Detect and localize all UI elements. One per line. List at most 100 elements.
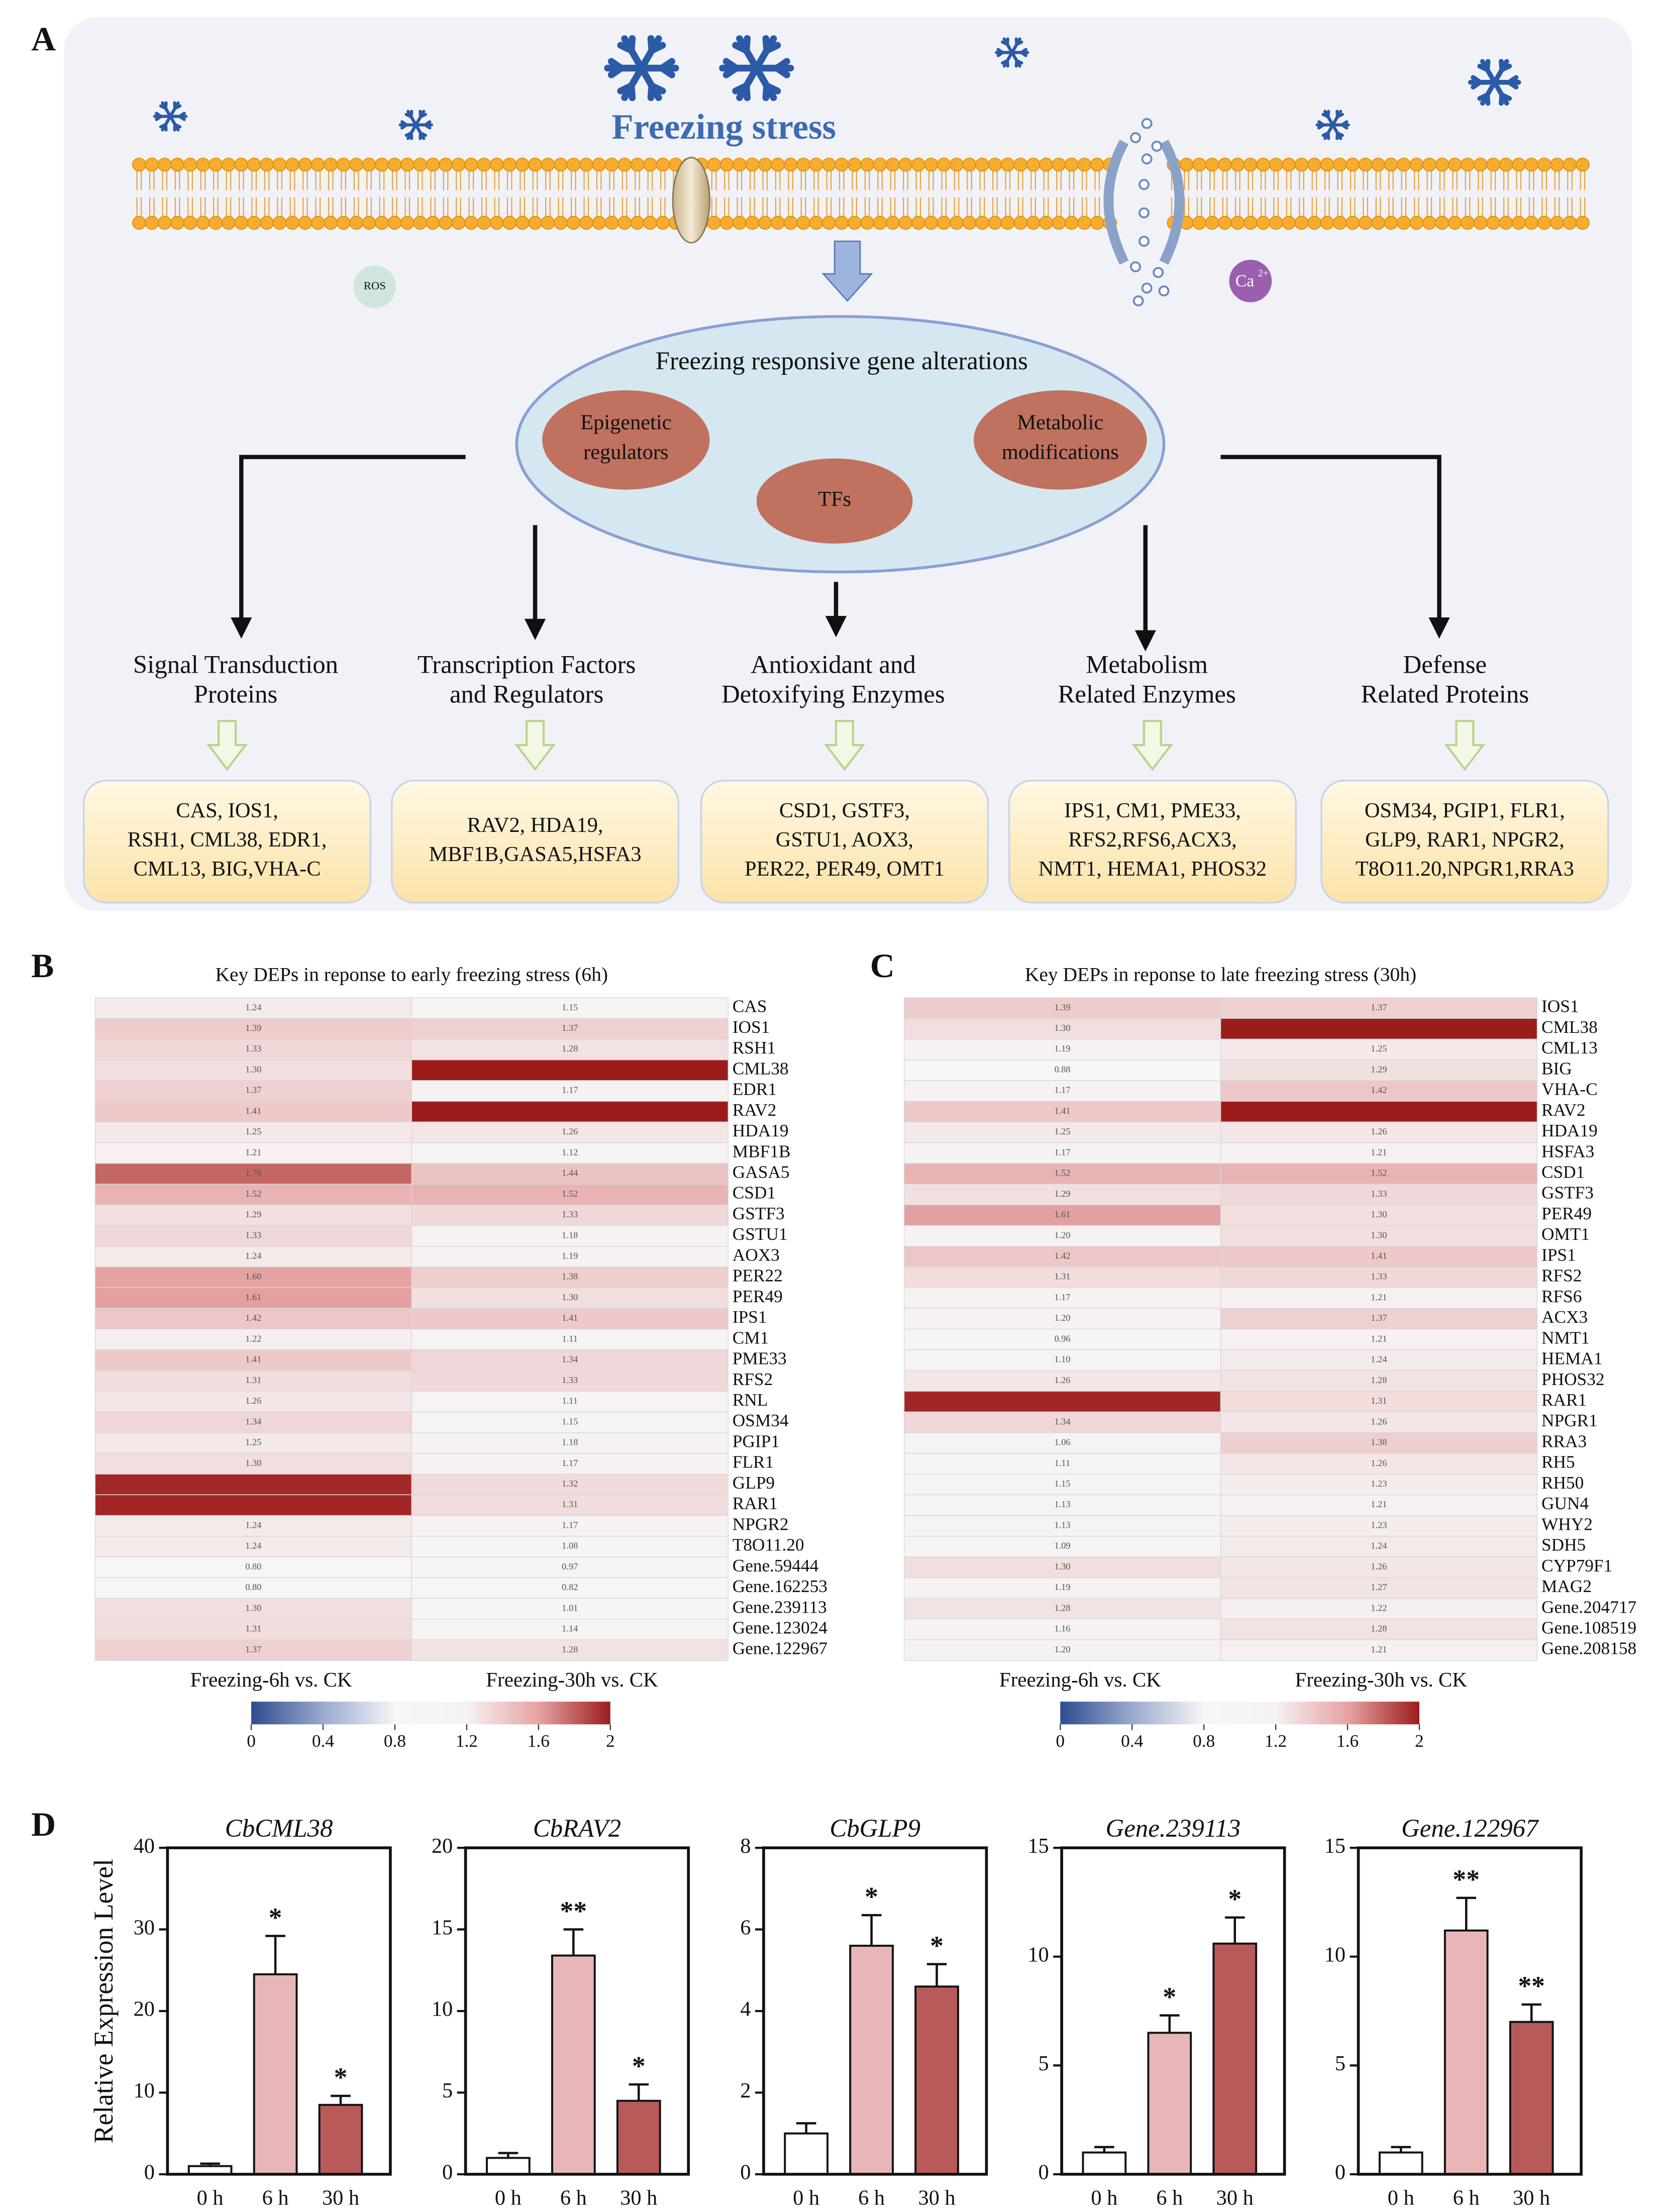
heatmap-cell	[411, 1163, 729, 1185]
gene-list-line: RSH1, CML38, EDR1,	[128, 828, 327, 852]
lipid-head	[1077, 157, 1092, 172]
row-label: Gene.108519	[1541, 1618, 1636, 1637]
lipid-head	[1550, 157, 1564, 172]
snowflake-branch	[419, 113, 427, 119]
cell-label: 1.24	[245, 1002, 261, 1012]
lipid-head	[1269, 157, 1283, 172]
cell-label: 1.29	[1054, 1189, 1070, 1199]
heatmap-cell	[903, 1556, 1221, 1578]
heatmap-cell	[94, 1556, 412, 1578]
heatmap-cell	[411, 1619, 729, 1640]
lipid-head	[1052, 157, 1066, 172]
heatmap-cell	[1220, 1536, 1538, 1557]
lipid-head	[387, 157, 402, 172]
gene-box	[391, 780, 680, 904]
heatmap-cell	[411, 1432, 729, 1454]
lipid-head	[566, 216, 581, 230]
membrane	[132, 157, 1590, 230]
lipid-head	[809, 157, 823, 172]
heatmap-cell	[1220, 1225, 1538, 1247]
cell-label: 1.28	[1371, 1624, 1387, 1634]
colorbar-tick-label: 0	[1056, 1731, 1065, 1751]
gene-box	[700, 780, 989, 904]
cell-label: 1.31	[245, 1624, 261, 1634]
cell-label: 1.41	[562, 1313, 578, 1323]
row-label: HDA19	[733, 1121, 789, 1140]
lipid-head	[886, 216, 900, 230]
heatmap-cell	[94, 1391, 412, 1413]
cell-label: 1.31	[245, 1375, 261, 1385]
colorbar-tick-label: 0.4	[312, 1731, 334, 1751]
colorbar-tick-label: 1.2	[1265, 1731, 1287, 1751]
lipid-head	[1563, 157, 1577, 172]
cell-label: 1.20	[1054, 1313, 1070, 1323]
gene-list-line: CAS, IOS1,	[176, 799, 278, 822]
lipid-head	[719, 157, 734, 172]
lipid-head	[604, 157, 619, 172]
lipid-head	[247, 157, 261, 172]
colorbar-tick-label: 0	[247, 1731, 256, 1751]
cell-label: 1.41	[245, 1354, 261, 1364]
lipid-head	[1447, 157, 1462, 172]
colorbar	[251, 1702, 610, 1725]
snowflake-branch	[1485, 59, 1491, 72]
snowflake-branch	[722, 58, 740, 72]
heatmap-cell	[411, 1204, 729, 1226]
lipid-head	[387, 216, 402, 230]
lipid-head	[1435, 216, 1450, 230]
lipid-head	[170, 216, 185, 230]
lipid-head	[1447, 216, 1462, 230]
snowflake-branch	[1317, 120, 1325, 127]
heatmap-cell	[411, 1184, 729, 1205]
cell-label: 1.31	[1054, 1272, 1070, 1282]
category-title: and Regulators	[450, 680, 603, 708]
cell-label: 1.24	[245, 1251, 261, 1261]
gene-box	[1320, 780, 1609, 904]
cell-label: 1.15	[562, 1416, 578, 1426]
lipid-head	[541, 216, 555, 230]
row-label: HDA19	[1541, 1121, 1598, 1140]
category-title: Metabolism	[1086, 650, 1208, 678]
lipid-head	[592, 157, 606, 172]
lipid-head	[783, 157, 798, 172]
heatmap-cell	[903, 1308, 1221, 1330]
lipid-head	[1486, 157, 1500, 172]
row-label: Gene.208158	[1541, 1639, 1636, 1658]
cell-label: 1.11	[562, 1396, 578, 1406]
lipid-head	[400, 216, 415, 230]
y-tick-label: 15	[432, 1916, 453, 1939]
lipid-head	[1192, 216, 1206, 230]
lipid-head	[873, 157, 887, 172]
lipid-head	[1282, 216, 1296, 230]
cell-label: 1.34	[245, 1416, 261, 1426]
lipid-head	[272, 216, 287, 230]
colorbar-tick-label: 0.8	[384, 1731, 406, 1751]
lipid-head	[1052, 216, 1066, 230]
cell-label: 1.25	[245, 1437, 261, 1447]
row-label: ACX3	[1541, 1307, 1588, 1327]
lipid-head	[1550, 216, 1564, 230]
cell-label: 1.30	[562, 1292, 578, 1302]
heatmap-cell	[94, 1204, 412, 1226]
snowflake-branch	[404, 131, 413, 137]
membrane-protein	[672, 157, 710, 244]
snowflake	[995, 37, 1029, 68]
heatmap-title: Key DEPs in reponse to early freezing st…	[215, 964, 608, 986]
cell-label: 1.23	[1371, 1520, 1387, 1530]
lipid-head	[835, 216, 849, 230]
snowflake-branch	[424, 123, 432, 130]
snowflake	[1468, 59, 1521, 106]
row-label: PER49	[1541, 1204, 1592, 1223]
heatmap-cell	[411, 1328, 729, 1350]
lipid-head	[1090, 157, 1104, 172]
lipid-head	[183, 157, 197, 172]
row-label: WHY2	[1541, 1514, 1593, 1534]
lipid-head	[1524, 157, 1539, 172]
lipid-head	[209, 216, 223, 230]
heatmap-cell	[1220, 1453, 1538, 1474]
row-label: IPS1	[733, 1307, 767, 1327]
colorbar-tick-label: 0.4	[1121, 1731, 1143, 1751]
lipid-head	[1026, 157, 1041, 172]
y-tick-label: 5	[1039, 2052, 1049, 2075]
x-tick-label: 6 h	[858, 2186, 885, 2209]
